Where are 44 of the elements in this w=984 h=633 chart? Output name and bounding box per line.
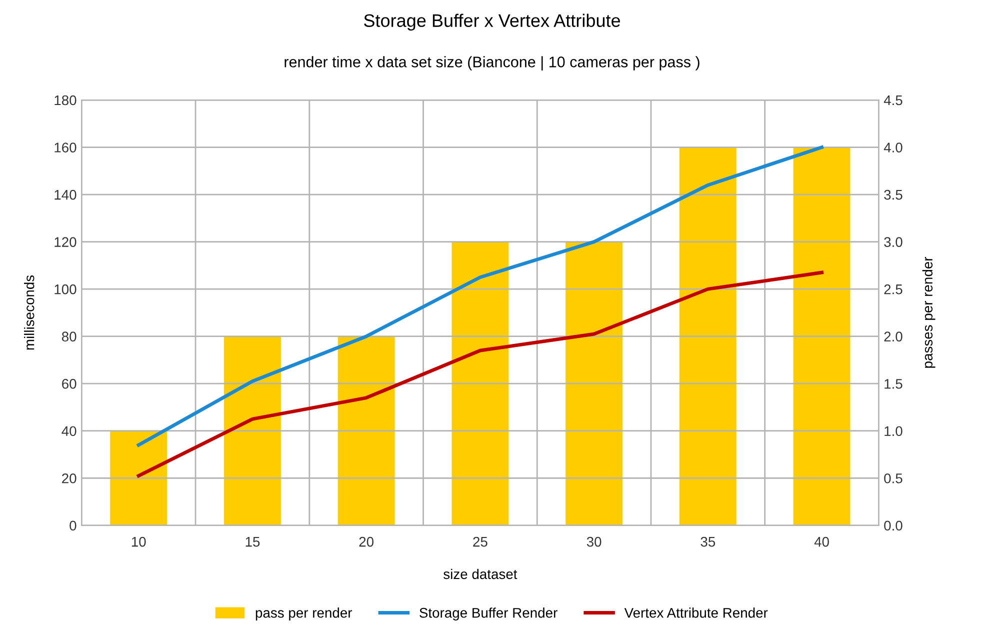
x-tick-label: 30 <box>586 536 602 547</box>
bar <box>679 147 736 526</box>
y2-tick-label: 4.0 <box>884 142 902 152</box>
bar <box>793 147 850 526</box>
y2-axis-title: passes per render <box>922 256 936 368</box>
y-tick-label: 0 <box>70 520 76 531</box>
legend-label: Vertex Attribute Render <box>624 608 768 618</box>
y-tick-label: 140 <box>54 190 76 200</box>
legend-label: pass per render <box>256 608 352 620</box>
x-tick-label: 15 <box>246 537 260 547</box>
y-tick-label: 40 <box>62 426 76 436</box>
x-tick-label: 20 <box>359 536 374 547</box>
y2-tick-label: 3.0 <box>884 237 902 247</box>
y2-tick-label: 2.0 <box>884 332 902 342</box>
y2-tick-label: 3.5 <box>884 190 902 200</box>
bar <box>566 242 623 526</box>
chart-subtitle: render time x data set size (Biancone | 10 cameras per pass ) <box>284 56 700 70</box>
x-axis-title: size dataset <box>444 568 518 580</box>
legend-label: Storage Buffer Render <box>420 608 558 620</box>
bar <box>224 336 281 526</box>
y2-tick-label: 0.0 <box>884 520 902 531</box>
y2-tick-label: 2.5 <box>884 284 902 294</box>
x-tick-label: 10 <box>132 536 146 547</box>
line-series <box>136 146 824 447</box>
bar <box>338 336 395 526</box>
x-tick-label: 25 <box>473 536 488 547</box>
y-tick-label: 180 <box>54 95 76 106</box>
bar <box>452 242 509 526</box>
chart-title: Storage Buffer x Vertex Attribute <box>364 14 620 31</box>
y-tick-label: 20 <box>62 473 76 484</box>
y2-tick-label: 4.5 <box>884 95 902 106</box>
x-tick-label: 35 <box>700 536 716 547</box>
y-tick-label: 60 <box>62 378 76 389</box>
x-tick-label: 40 <box>814 536 829 547</box>
y-tick-label: 160 <box>54 142 76 152</box>
bar <box>110 430 168 526</box>
y-tick-label: 80 <box>62 332 76 342</box>
y2-tick-label: 1.5 <box>884 379 902 389</box>
y-tick-label: 120 <box>54 237 76 247</box>
line-series <box>136 270 824 478</box>
y-tick-label: 100 <box>54 284 76 294</box>
y2-tick-label: 0.5 <box>884 473 902 484</box>
y2-tick-label: 1.0 <box>884 426 902 436</box>
y-axis-title: milliseconds <box>24 275 34 350</box>
